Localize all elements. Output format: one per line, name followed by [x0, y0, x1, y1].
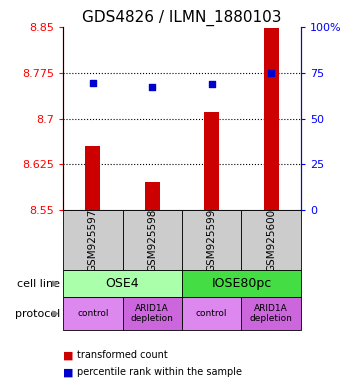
Text: percentile rank within the sample: percentile rank within the sample [77, 367, 242, 377]
Bar [241, 297, 301, 330]
Bar [122, 297, 182, 330]
Bar [145, 182, 160, 210]
Bar [85, 146, 100, 210]
Bar [63, 297, 122, 330]
Bar [182, 270, 301, 297]
Text: GSM925600: GSM925600 [266, 209, 276, 272]
Bar [182, 210, 241, 270]
Text: control: control [77, 309, 108, 318]
Bar [204, 113, 219, 210]
Text: control: control [196, 309, 228, 318]
Title: GDS4826 / ILMN_1880103: GDS4826 / ILMN_1880103 [82, 9, 282, 25]
Text: ARID1A
depletion: ARID1A depletion [250, 304, 293, 323]
Bar [63, 270, 182, 297]
Point [90, 80, 96, 86]
Text: ARID1A
depletion: ARID1A depletion [131, 304, 174, 323]
Text: ■: ■ [63, 350, 74, 360]
Text: protocol: protocol [15, 309, 60, 319]
Text: ■: ■ [63, 367, 74, 377]
Bar [241, 210, 301, 270]
Bar [63, 210, 122, 270]
Point [209, 81, 215, 87]
Point [268, 70, 274, 76]
Text: IOSE80pc: IOSE80pc [211, 277, 272, 290]
Text: OSE4: OSE4 [106, 277, 139, 290]
Text: GSM925598: GSM925598 [147, 209, 157, 272]
Bar [264, 28, 279, 210]
Text: GSM925599: GSM925599 [207, 209, 217, 272]
Text: cell line: cell line [17, 278, 60, 288]
Text: GSM925597: GSM925597 [88, 209, 98, 272]
Bar [122, 210, 182, 270]
Bar [182, 297, 241, 330]
Text: transformed count: transformed count [77, 350, 168, 360]
Point [149, 84, 155, 90]
